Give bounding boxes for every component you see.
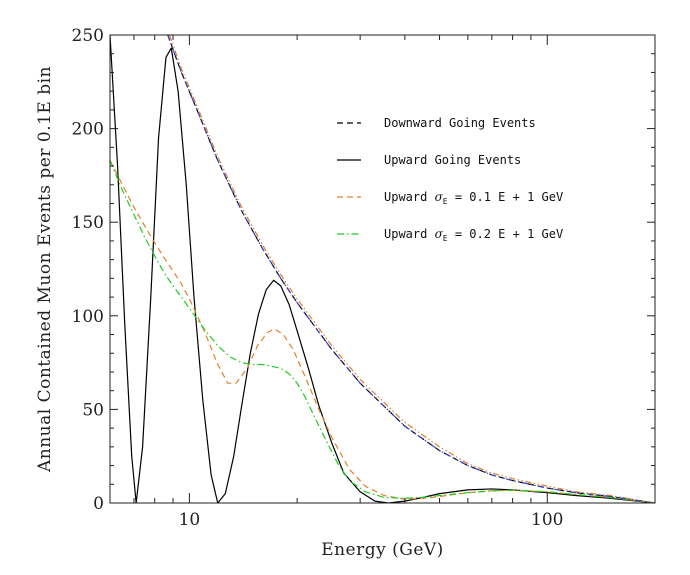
series-line-0 — [167, 35, 655, 503]
y-axis-title: Annual Contained Muon Events per 0.1E bi… — [35, 66, 55, 473]
series-line-1 — [110, 35, 655, 503]
plot-frame — [109, 34, 656, 504]
series-layer — [110, 35, 655, 503]
series-line-3 — [110, 160, 655, 503]
series-line-2 — [110, 160, 655, 503]
x-tick-label: 10 — [179, 510, 201, 530]
legend-label-0: Downward Going Events — [384, 116, 536, 130]
ticks-layer: 0 50 100 150 200 250 10 100 — [72, 26, 656, 530]
y-tick-label: 100 — [72, 307, 104, 327]
legend: Downward Going Events Upward Going Events… — [337, 116, 563, 243]
x-axis-title: Energy (GeV) — [321, 540, 444, 560]
legend-label-1: Upward Going Events — [384, 153, 521, 167]
legend-label-3: Upward σE = 0.2 E + 1 GeV — [384, 227, 563, 243]
series-line-4 — [168, 35, 655, 503]
x-tick-label: 100 — [531, 510, 563, 530]
legend-label-2: Upward σE = 0.1 E + 1 GeV — [384, 190, 563, 206]
y-tick-label: 250 — [72, 26, 104, 46]
y-tick-label: 50 — [82, 400, 104, 420]
series-line-5 — [167, 35, 655, 503]
y-tick-label: 0 — [93, 494, 104, 514]
y-tick-label: 200 — [72, 120, 104, 140]
y-tick-label: 150 — [72, 213, 104, 233]
